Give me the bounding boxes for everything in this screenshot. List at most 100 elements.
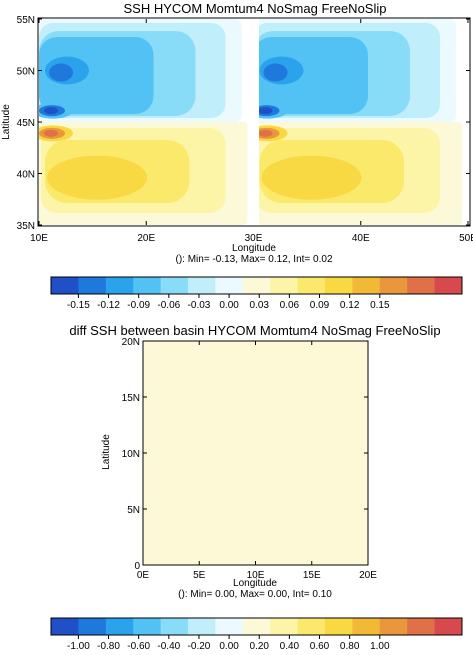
bottom-y-axis-label: Latitude (101, 434, 112, 470)
colorbar-label: -0.60 (127, 641, 150, 650)
colorbar-label: 0.60 (310, 641, 330, 650)
bottom-stats-line: (): Min= 0.00, Max= 0.00, Int= 0.10 (178, 589, 332, 600)
contour-fill (261, 155, 362, 200)
bottom-plot-fill (143, 341, 368, 565)
contour-fill (44, 129, 58, 137)
y-tick-label: 55N (17, 15, 35, 26)
colorbar-frame (50, 276, 463, 295)
x-tick-label: 50E (459, 233, 473, 244)
colorbar-label: -0.80 (97, 641, 120, 650)
x-tick-label: 20E (137, 233, 155, 244)
colorbar-label: 0.09 (310, 300, 330, 311)
colorbar-label: 0.12 (340, 300, 360, 311)
top-x-axis-label: Longitude (232, 243, 276, 254)
colorbar-label: 1.00 (370, 641, 390, 650)
colorbar-swatch (434, 277, 463, 294)
y-tick-label: 0 (134, 561, 140, 572)
colorbar-swatch (160, 618, 189, 635)
colorbar-swatch (325, 277, 353, 294)
colorbar-label: -0.12 (97, 300, 120, 311)
top-y-axis-label: Latitude (1, 104, 12, 140)
colorbar-swatch (188, 277, 216, 294)
colorbar-swatch (78, 618, 107, 635)
y-tick-label: 5N (127, 505, 140, 516)
colorbar-swatch (133, 618, 162, 635)
colorbar-swatch (352, 277, 381, 294)
bottom-axis-ticks: 0E 5E 10E 15E 20E 0 5N 10N 15N 20N (122, 337, 378, 581)
bottom-chart-title: diff SSH between basin HYCOM Momtum4 NoS… (69, 323, 440, 338)
x-tick-label: 30E (245, 233, 263, 244)
colorbar-swatch (270, 618, 299, 635)
colorbar-label: 0.15 (370, 300, 390, 311)
x-tick-label: 15E (303, 570, 321, 581)
colorbar-swatch (434, 618, 463, 635)
colorbar-swatch (297, 618, 326, 635)
colorbar-swatch (188, 618, 216, 635)
colorbar-label: -0.03 (188, 300, 211, 311)
colorbar-swatch (352, 618, 381, 635)
x-tick-label: 10E (30, 233, 48, 244)
colorbar-frame (50, 617, 463, 636)
contour-fill (47, 155, 147, 200)
colorbar-swatch (105, 618, 134, 635)
colorbar-swatch (105, 277, 134, 294)
contour-fill (39, 37, 154, 114)
x-tick-label: 5E (193, 570, 206, 581)
colorbar-swatch (270, 277, 299, 294)
colorbar-swatch (78, 277, 107, 294)
colorbar-label: -0.20 (188, 641, 211, 650)
colorbar-swatch (51, 618, 79, 635)
colorbar-swatch (242, 277, 271, 294)
contour-fill (263, 63, 288, 82)
colorbar-label: 0.20 (250, 641, 270, 650)
colorbar-swatch (51, 277, 79, 294)
top-axis-ticks: 10E 20E 30E 40E 50E 35N 40N 45N 50N 55N (17, 15, 473, 244)
colorbar-swatch (215, 618, 244, 635)
basin-left (39, 19, 248, 225)
contour-fill (44, 107, 58, 115)
bottom-x-axis-label: Longitude (233, 578, 277, 589)
top-colorbar: -0.15 -0.12 -0.09 -0.06 -0.03 0.00 0.03 0.06 0.0… (50, 276, 463, 311)
x-tick-label: 20E (359, 570, 377, 581)
contour-fill (49, 63, 73, 82)
x-tick-label: 40E (352, 233, 370, 244)
top-stats-line: (): Min= -0.13, Max= 0.12, Int= 0.02 (175, 254, 332, 265)
top-plot-area: 10E 20E 30E 40E 50E 35N 40N 45N 50N 55N (17, 15, 473, 244)
y-tick-label: 45N (17, 118, 35, 129)
contour-fill (259, 129, 273, 137)
top-chart-title: SSH HYCOM Momtum4 NoSmag FreeNoSlip (124, 1, 387, 16)
x-tick-label: 10E (247, 570, 265, 581)
y-tick-label: 15N (122, 393, 140, 404)
colorbar-label: 0.40 (280, 641, 300, 650)
bottom-plot-area: 0E 5E 10E 15E 20E 0 5N 10N 15N 20N (122, 337, 378, 581)
colorbar-swatch (379, 618, 408, 635)
y-tick-label: 50N (17, 67, 35, 78)
y-tick-label: 20N (122, 337, 140, 348)
y-tick-label: 40N (17, 170, 35, 181)
contour-fill (259, 107, 273, 115)
colorbar-swatch (242, 618, 271, 635)
x-tick-label: 0E (137, 570, 150, 581)
colorbar-swatch (379, 277, 408, 294)
colorbar-label: 0.80 (340, 641, 360, 650)
bottom-colorbar: -1.00 -0.80 -0.60 -0.40 -0.20 0.00 0.20 0.40 0.6… (50, 617, 463, 652)
colorbar-swatch (407, 618, 436, 635)
colorbar-swatch (297, 277, 326, 294)
colorbar-label: -0.09 (127, 300, 150, 311)
colorbar-label: -1.00 (67, 641, 90, 650)
colorbar-swatch (407, 277, 436, 294)
colorbar-label: 0.00 (219, 300, 239, 311)
colorbar-swatch (325, 618, 353, 635)
colorbar-label: -0.06 (157, 300, 180, 311)
colorbar-label: -0.15 (67, 300, 90, 311)
y-tick-label: 35N (17, 221, 35, 232)
contour-fill (259, 37, 368, 114)
colorbar-swatch (160, 277, 189, 294)
y-tick-label: 10N (122, 449, 140, 460)
colorbar-label: 0.00 (219, 641, 239, 650)
colorbar-swatch (133, 277, 162, 294)
colorbar-swatch (215, 277, 244, 294)
basin-right (259, 19, 468, 225)
colorbar-label: 0.06 (280, 300, 300, 311)
